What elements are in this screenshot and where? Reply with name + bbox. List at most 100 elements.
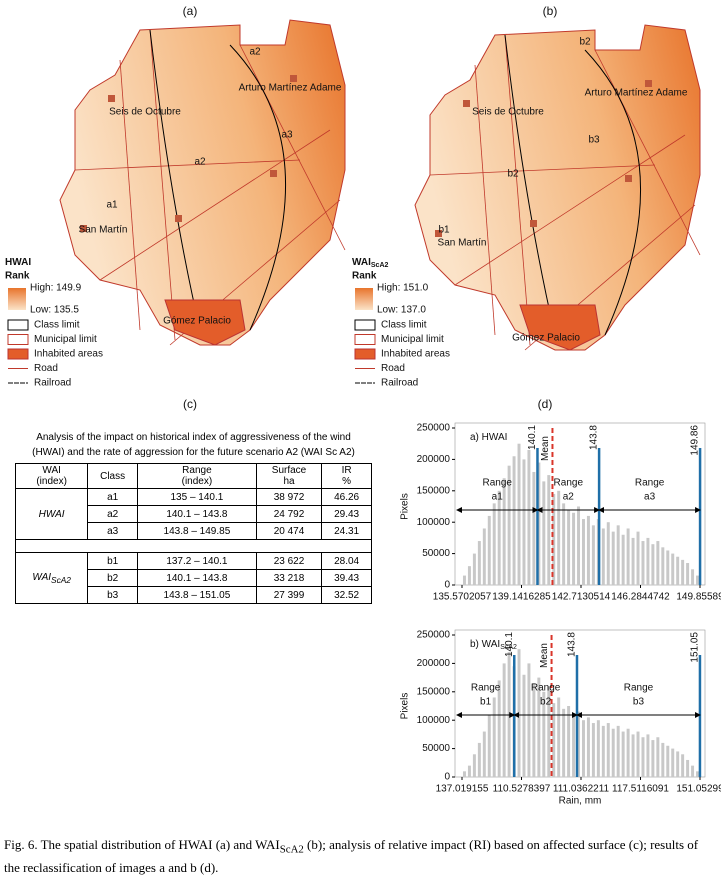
- bar: [467, 566, 471, 585]
- inhabited-area: [270, 170, 277, 177]
- cell: 32.52: [321, 586, 372, 604]
- bar: [492, 503, 496, 585]
- bar: [517, 649, 521, 777]
- bar: [656, 737, 660, 777]
- legend-title: WAI: [352, 257, 371, 268]
- bar: [572, 714, 576, 777]
- map-label: a1: [106, 200, 118, 211]
- legend-swatch: [7, 319, 29, 331]
- map-area: [59, 19, 346, 346]
- x-tick-label: 149.85589: [676, 592, 721, 603]
- mean-label: Mean: [539, 643, 550, 668]
- range-name: b2: [540, 697, 552, 708]
- map-label: b1: [438, 225, 450, 236]
- map-label: a2: [249, 47, 261, 58]
- bar: [606, 522, 610, 585]
- bar: [586, 515, 590, 585]
- bar: [487, 714, 491, 777]
- legend-swatch: [7, 348, 29, 360]
- cell: b3: [87, 586, 138, 604]
- bar: [557, 697, 561, 777]
- bar: [606, 723, 610, 777]
- bar: [562, 503, 566, 585]
- header-cell: WAI (index): [14, 463, 89, 489]
- bar: [621, 534, 625, 585]
- y-tick-label: 250000: [417, 423, 451, 434]
- legend-label: Inhabited areas: [34, 349, 103, 360]
- mean-label: Mean: [540, 436, 551, 461]
- bar: [596, 720, 600, 777]
- bar: [472, 553, 476, 585]
- caption-text: (b); analysis of relative impact (RI) ba…: [4, 837, 699, 875]
- x-tick-label: 151.05299: [676, 784, 721, 795]
- inhabited-area: [463, 100, 470, 107]
- bar: [497, 680, 501, 777]
- bar: [547, 475, 551, 585]
- road: [429, 164, 656, 176]
- x-axis-label: Rain, mm: [559, 796, 602, 807]
- inhabited-area: [645, 80, 652, 87]
- header-text: %: [342, 476, 352, 487]
- range-name: b1: [480, 697, 492, 708]
- map-label: Seis de Octubre: [109, 107, 181, 118]
- x-tick-label: 110.5278397: [493, 784, 551, 795]
- legend-label: Class limit: [381, 320, 427, 331]
- bar: [641, 541, 645, 585]
- bar: [577, 711, 581, 777]
- bar: [661, 547, 665, 585]
- map-label: San Martín: [438, 238, 487, 249]
- header-text: Range: [182, 465, 212, 476]
- bar: [502, 663, 506, 777]
- bar: [492, 697, 496, 777]
- header-cell: Class: [87, 463, 138, 489]
- chart-subtitle-sub: ScA2: [500, 644, 517, 651]
- bar: [631, 537, 635, 585]
- cell: a3: [87, 522, 138, 540]
- table-title: Analysis of the impact on historical ind…: [15, 430, 372, 460]
- range-name: a3: [644, 492, 656, 503]
- x-tick-label: 142.7130514: [552, 592, 611, 603]
- bar: [577, 506, 581, 585]
- bar: [636, 731, 640, 777]
- bar: [681, 754, 685, 777]
- map-area: [414, 24, 701, 351]
- bar: [616, 725, 620, 777]
- bar: [542, 691, 546, 777]
- legend-label: Railroad: [34, 378, 71, 389]
- bar: [502, 478, 506, 585]
- bar: [696, 771, 700, 777]
- map-label: a3: [281, 130, 293, 141]
- panel-label: (c): [183, 397, 197, 411]
- inhabited-area: [164, 299, 246, 346]
- y-tick-label: 200000: [417, 658, 451, 669]
- railroad: [504, 34, 556, 336]
- bar: [472, 754, 476, 777]
- range-name: b3: [633, 697, 645, 708]
- inhabited-area: [108, 95, 115, 102]
- bar: [676, 556, 680, 585]
- cell: 29.43: [321, 505, 372, 523]
- bar: [631, 734, 635, 777]
- group-name: WAI: [32, 571, 52, 583]
- bar: [671, 553, 675, 585]
- cell: 137.2 – 140.1: [136, 552, 257, 570]
- cell: 140.1 – 143.8: [136, 505, 257, 523]
- x-tick-label: 111.0362211: [553, 784, 610, 795]
- bar: [581, 519, 585, 585]
- inhabited-area: [80, 225, 87, 232]
- bar: [691, 569, 695, 585]
- bar: [517, 443, 521, 585]
- chart-subtitle: a) HWAI: [470, 432, 507, 443]
- bar: [686, 563, 690, 585]
- caption-sub: ScA2: [279, 843, 304, 856]
- bar: [651, 740, 655, 777]
- y-tick-label: 50000: [422, 743, 450, 754]
- legend-low: Low: 135.5: [30, 305, 79, 316]
- x-tick-label: 135.5702057: [433, 592, 492, 603]
- x-tick-label: 139.1416285: [492, 592, 551, 603]
- road: [474, 64, 496, 336]
- bar: [522, 674, 526, 777]
- class-limit: [229, 44, 287, 331]
- cell: 33 218: [255, 569, 323, 587]
- chart-subtitle: b) WAIScA2: [470, 639, 517, 651]
